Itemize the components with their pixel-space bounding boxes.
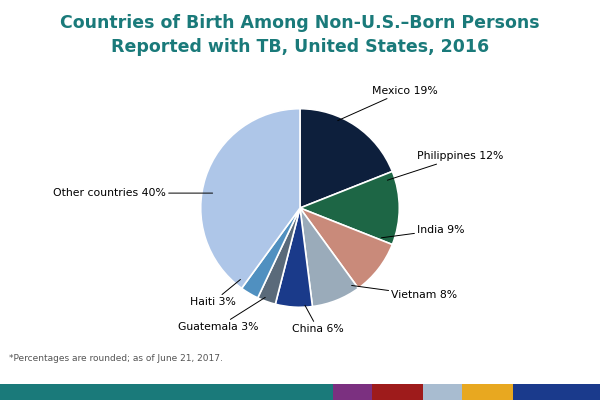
Wedge shape <box>300 109 392 208</box>
Text: China 6%: China 6% <box>292 305 344 334</box>
Text: Haiti 3%: Haiti 3% <box>190 280 241 307</box>
Wedge shape <box>300 208 392 288</box>
Wedge shape <box>258 208 300 304</box>
Text: India 9%: India 9% <box>382 225 464 238</box>
Text: Vietnam 8%: Vietnam 8% <box>352 286 457 300</box>
Text: Countries of Birth Among Non-U.S.–Born Persons
Reported with TB, United States, : Countries of Birth Among Non-U.S.–Born P… <box>60 14 540 56</box>
Text: Mexico 19%: Mexico 19% <box>338 86 437 121</box>
Wedge shape <box>300 172 400 244</box>
Text: Philippines 12%: Philippines 12% <box>388 151 503 180</box>
Text: Guatemala 3%: Guatemala 3% <box>178 297 265 332</box>
Wedge shape <box>242 208 300 298</box>
Text: Other countries 40%: Other countries 40% <box>53 188 212 198</box>
Wedge shape <box>200 109 300 288</box>
Wedge shape <box>300 208 358 306</box>
Text: *Percentages are rounded; as of June 21, 2017.: *Percentages are rounded; as of June 21,… <box>9 354 223 363</box>
Wedge shape <box>275 208 313 307</box>
